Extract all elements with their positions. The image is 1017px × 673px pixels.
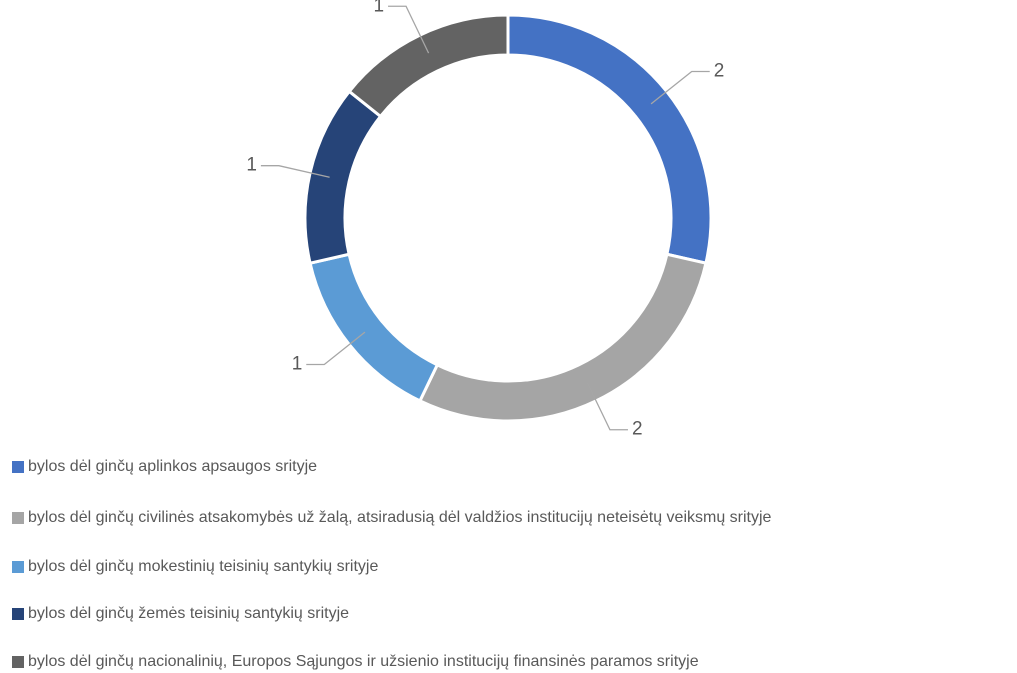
legend-label: bylos dėl ginčų aplinkos apsaugos srityj… bbox=[28, 458, 317, 475]
leader-line bbox=[260, 165, 330, 178]
legend-label: bylos dėl ginčų nacionalinių, Europos Są… bbox=[28, 653, 699, 670]
data-label: 2 bbox=[632, 419, 643, 440]
legend-swatch bbox=[12, 608, 24, 620]
data-label: 1 bbox=[246, 155, 257, 176]
legend-label: bylos dėl ginčų mokestinių teisinių sant… bbox=[28, 558, 378, 575]
donut-slice bbox=[303, 89, 383, 265]
data-label: 1 bbox=[373, 0, 384, 16]
leader-line bbox=[306, 331, 366, 366]
donut-slice bbox=[308, 252, 440, 403]
leader-line bbox=[388, 5, 430, 54]
donut-slice bbox=[506, 13, 713, 265]
legend-swatch bbox=[12, 656, 24, 668]
donut-slice bbox=[347, 13, 510, 119]
donut-slice bbox=[417, 252, 708, 423]
legend-swatch bbox=[12, 512, 24, 524]
legend-swatch bbox=[12, 461, 24, 473]
legend-label: bylos dėl ginčų civilinės atsakomybės už… bbox=[28, 509, 772, 526]
data-label: 1 bbox=[292, 354, 303, 375]
legend-label: bylos dėl ginčų žemės teisinių santykių … bbox=[28, 605, 349, 622]
legend-swatch bbox=[12, 561, 24, 573]
leader-line bbox=[586, 382, 628, 431]
leader-line bbox=[650, 70, 710, 105]
data-label: 2 bbox=[714, 60, 725, 81]
